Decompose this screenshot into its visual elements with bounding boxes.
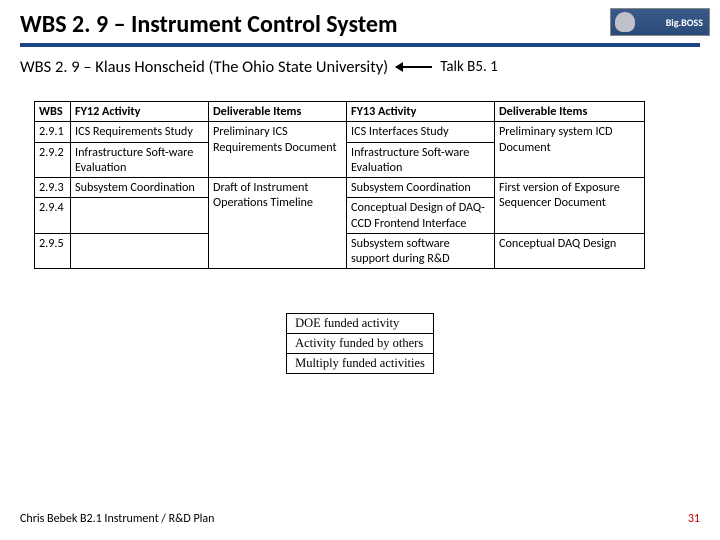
cell-fy12: Infrastructure Soft-ware Evaluation xyxy=(71,142,209,178)
cell-wbs: 2.9.2 xyxy=(35,142,71,178)
col-deliverable2: Deliverable Items xyxy=(495,102,645,122)
page-title: WBS 2. 9 – Instrument Control System xyxy=(20,10,700,39)
cell-wbs: 2.9.3 xyxy=(35,178,71,198)
cell-wbs: 2.9.1 xyxy=(35,122,71,142)
cell-d1: Preliminary ICS Requirements Document xyxy=(209,122,347,178)
col-fy13: FY13 Activity xyxy=(347,102,495,122)
cell-fy13: Infrastructure Soft-ware Evaluation xyxy=(347,142,495,178)
cell-d2: Preliminary system ICD Document xyxy=(495,122,645,178)
cell-d2: First version of Exposure Sequencer Docu… xyxy=(495,178,645,234)
cell-wbs: 2.9.4 xyxy=(35,198,71,234)
cell-fy12 xyxy=(71,198,209,234)
page-number: 31 xyxy=(688,512,700,526)
table-row: 2.9.1 ICS Requirements Study Preliminary… xyxy=(35,122,645,142)
legend-row: DOE funded activity xyxy=(287,314,434,334)
col-deliverable1: Deliverable Items xyxy=(209,102,347,122)
cell-d2: Conceptual DAQ Design xyxy=(495,233,645,269)
cell-wbs: 2.9.5 xyxy=(35,233,71,269)
cell-fy13: Conceptual Design of DAQ-CCD Frontend In… xyxy=(347,198,495,234)
logo-bigboss: Big.BOSS xyxy=(610,8,710,36)
cell-fy12 xyxy=(71,233,209,269)
talk-label: Talk B5. 1 xyxy=(440,58,498,76)
col-wbs: WBS xyxy=(35,102,71,122)
col-fy12: FY12 Activity xyxy=(71,102,209,122)
cell-fy13: Subsystem software support during R&D xyxy=(347,233,495,269)
arrow-left-icon xyxy=(396,66,432,68)
legend-row: Activity funded by others xyxy=(287,334,434,354)
footer-left: Chris Bebek B2.1 Instrument / R&D Plan xyxy=(20,512,214,526)
table-header-row: WBS FY12 Activity Deliverable Items FY13… xyxy=(35,102,645,122)
cell-d1: Draft of Instrument Operations Timeline xyxy=(209,178,347,269)
cell-fy13: ICS Interfaces Study xyxy=(347,122,495,142)
legend-row: Multiply funded activities xyxy=(287,354,434,374)
cell-fy12: Subsystem Coordination xyxy=(71,178,209,198)
table-row: 2.9.3 Subsystem Coordination Draft of In… xyxy=(35,178,645,198)
cell-fy12: ICS Requirements Study xyxy=(71,122,209,142)
subtitle: WBS 2. 9 – Klaus Honscheid (The Ohio Sta… xyxy=(20,57,388,77)
cell-fy13: Subsystem Coordination xyxy=(347,178,495,198)
wbs-table: WBS FY12 Activity Deliverable Items FY13… xyxy=(34,101,645,269)
legend-table: DOE funded activity Activity funded by o… xyxy=(286,313,434,374)
